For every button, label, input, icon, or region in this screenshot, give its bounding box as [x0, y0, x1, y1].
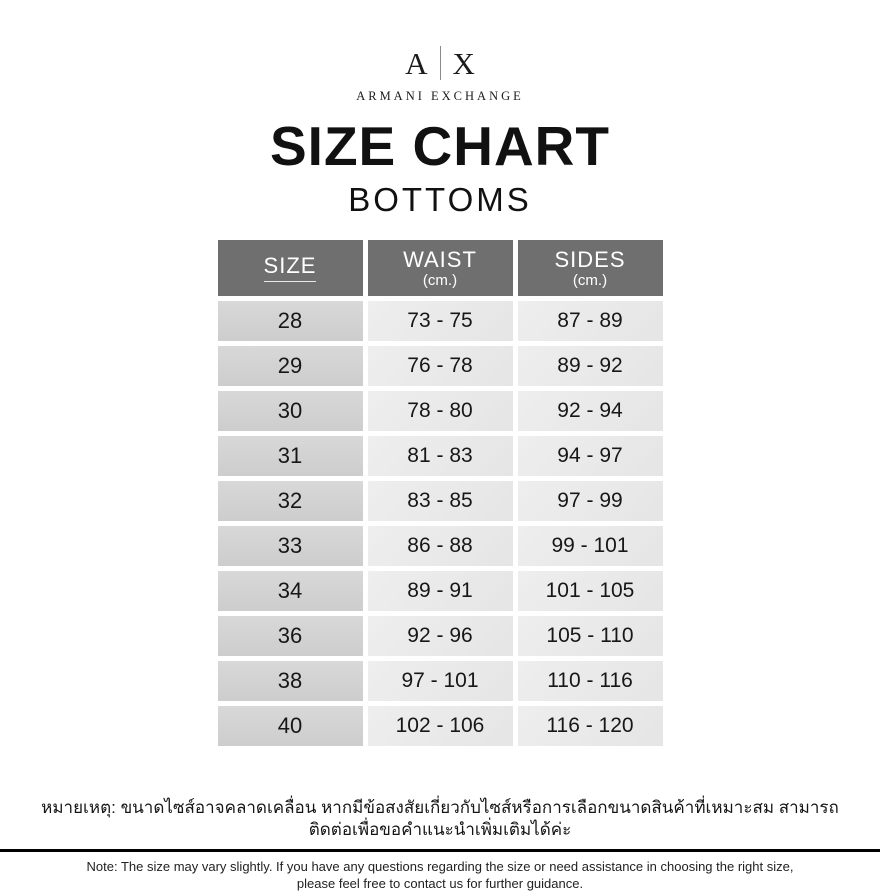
- waist-cell: 83 - 85: [367, 481, 513, 521]
- column-header-size: SIZE: [217, 240, 363, 296]
- size-cell: 28: [217, 301, 363, 341]
- sides-cell: 110 - 116: [517, 661, 663, 701]
- english-note: Note: The size may vary slightly. If you…: [0, 859, 880, 893]
- sides-cell: 92 - 94: [517, 391, 663, 431]
- sides-cell: 94 - 97: [517, 436, 663, 476]
- size-cell: 38: [217, 661, 363, 701]
- column-header-waist-unit: (cm.): [422, 271, 458, 289]
- size-cell: 30: [217, 391, 363, 431]
- waist-cell: 76 - 78: [367, 346, 513, 386]
- size-cell: 32: [217, 481, 363, 521]
- size-table: SIZE WAIST (cm.) SIDES (cm.) 28 73 - 75 …: [217, 240, 663, 746]
- logo-letter-a: A: [405, 45, 428, 81]
- brand-name: ARMANI EXCHANGE: [356, 89, 524, 103]
- thai-note: หมายเหตุ: ขนาดไซส์อาจคลาดเคลื่อน หากมีข้…: [41, 798, 839, 840]
- size-cell: 40: [217, 706, 363, 746]
- column-header-size-label: SIZE: [263, 254, 317, 283]
- waist-cell: 86 - 88: [367, 526, 513, 566]
- logo-divider-bar: [439, 46, 441, 80]
- size-cell: 33: [217, 526, 363, 566]
- sides-cell: 99 - 101: [517, 526, 663, 566]
- size-cell: 36: [217, 616, 363, 656]
- english-note-line1: Note: The size may vary slightly. If you…: [86, 859, 794, 875]
- waist-cell: 97 - 101: [367, 661, 513, 701]
- logo-letter-x: X: [452, 45, 475, 81]
- sides-cell: 101 - 105: [517, 571, 663, 611]
- size-cell: 31: [217, 436, 363, 476]
- waist-cell: 81 - 83: [367, 436, 513, 476]
- sides-cell: 87 - 89: [517, 301, 663, 341]
- column-header-waist-label: WAIST: [403, 246, 477, 272]
- column-header-sides-unit: (cm.): [572, 271, 608, 289]
- english-note-line2: please feel free to contact us for furth…: [296, 876, 584, 892]
- waist-cell: 92 - 96: [367, 616, 513, 656]
- waist-cell: 89 - 91: [367, 571, 513, 611]
- waist-cell: 73 - 75: [367, 301, 513, 341]
- size-cell: 34: [217, 571, 363, 611]
- waist-cell: 78 - 80: [367, 391, 513, 431]
- footer-divider: [0, 849, 880, 853]
- sides-cell: 105 - 110: [517, 616, 663, 656]
- waist-cell: 102 - 106: [367, 706, 513, 746]
- brand-logo: A X: [0, 0, 880, 80]
- column-header-sides: SIDES (cm.): [517, 240, 663, 296]
- sides-cell: 89 - 92: [517, 346, 663, 386]
- page-title: SIZE CHART: [270, 115, 610, 177]
- sides-cell: 116 - 120: [517, 706, 663, 746]
- column-header-sides-label: SIDES: [554, 246, 626, 272]
- column-header-waist: WAIST (cm.): [367, 240, 513, 296]
- size-cell: 29: [217, 346, 363, 386]
- sides-cell: 97 - 99: [517, 481, 663, 521]
- page-subtitle: BOTTOMS: [348, 181, 532, 218]
